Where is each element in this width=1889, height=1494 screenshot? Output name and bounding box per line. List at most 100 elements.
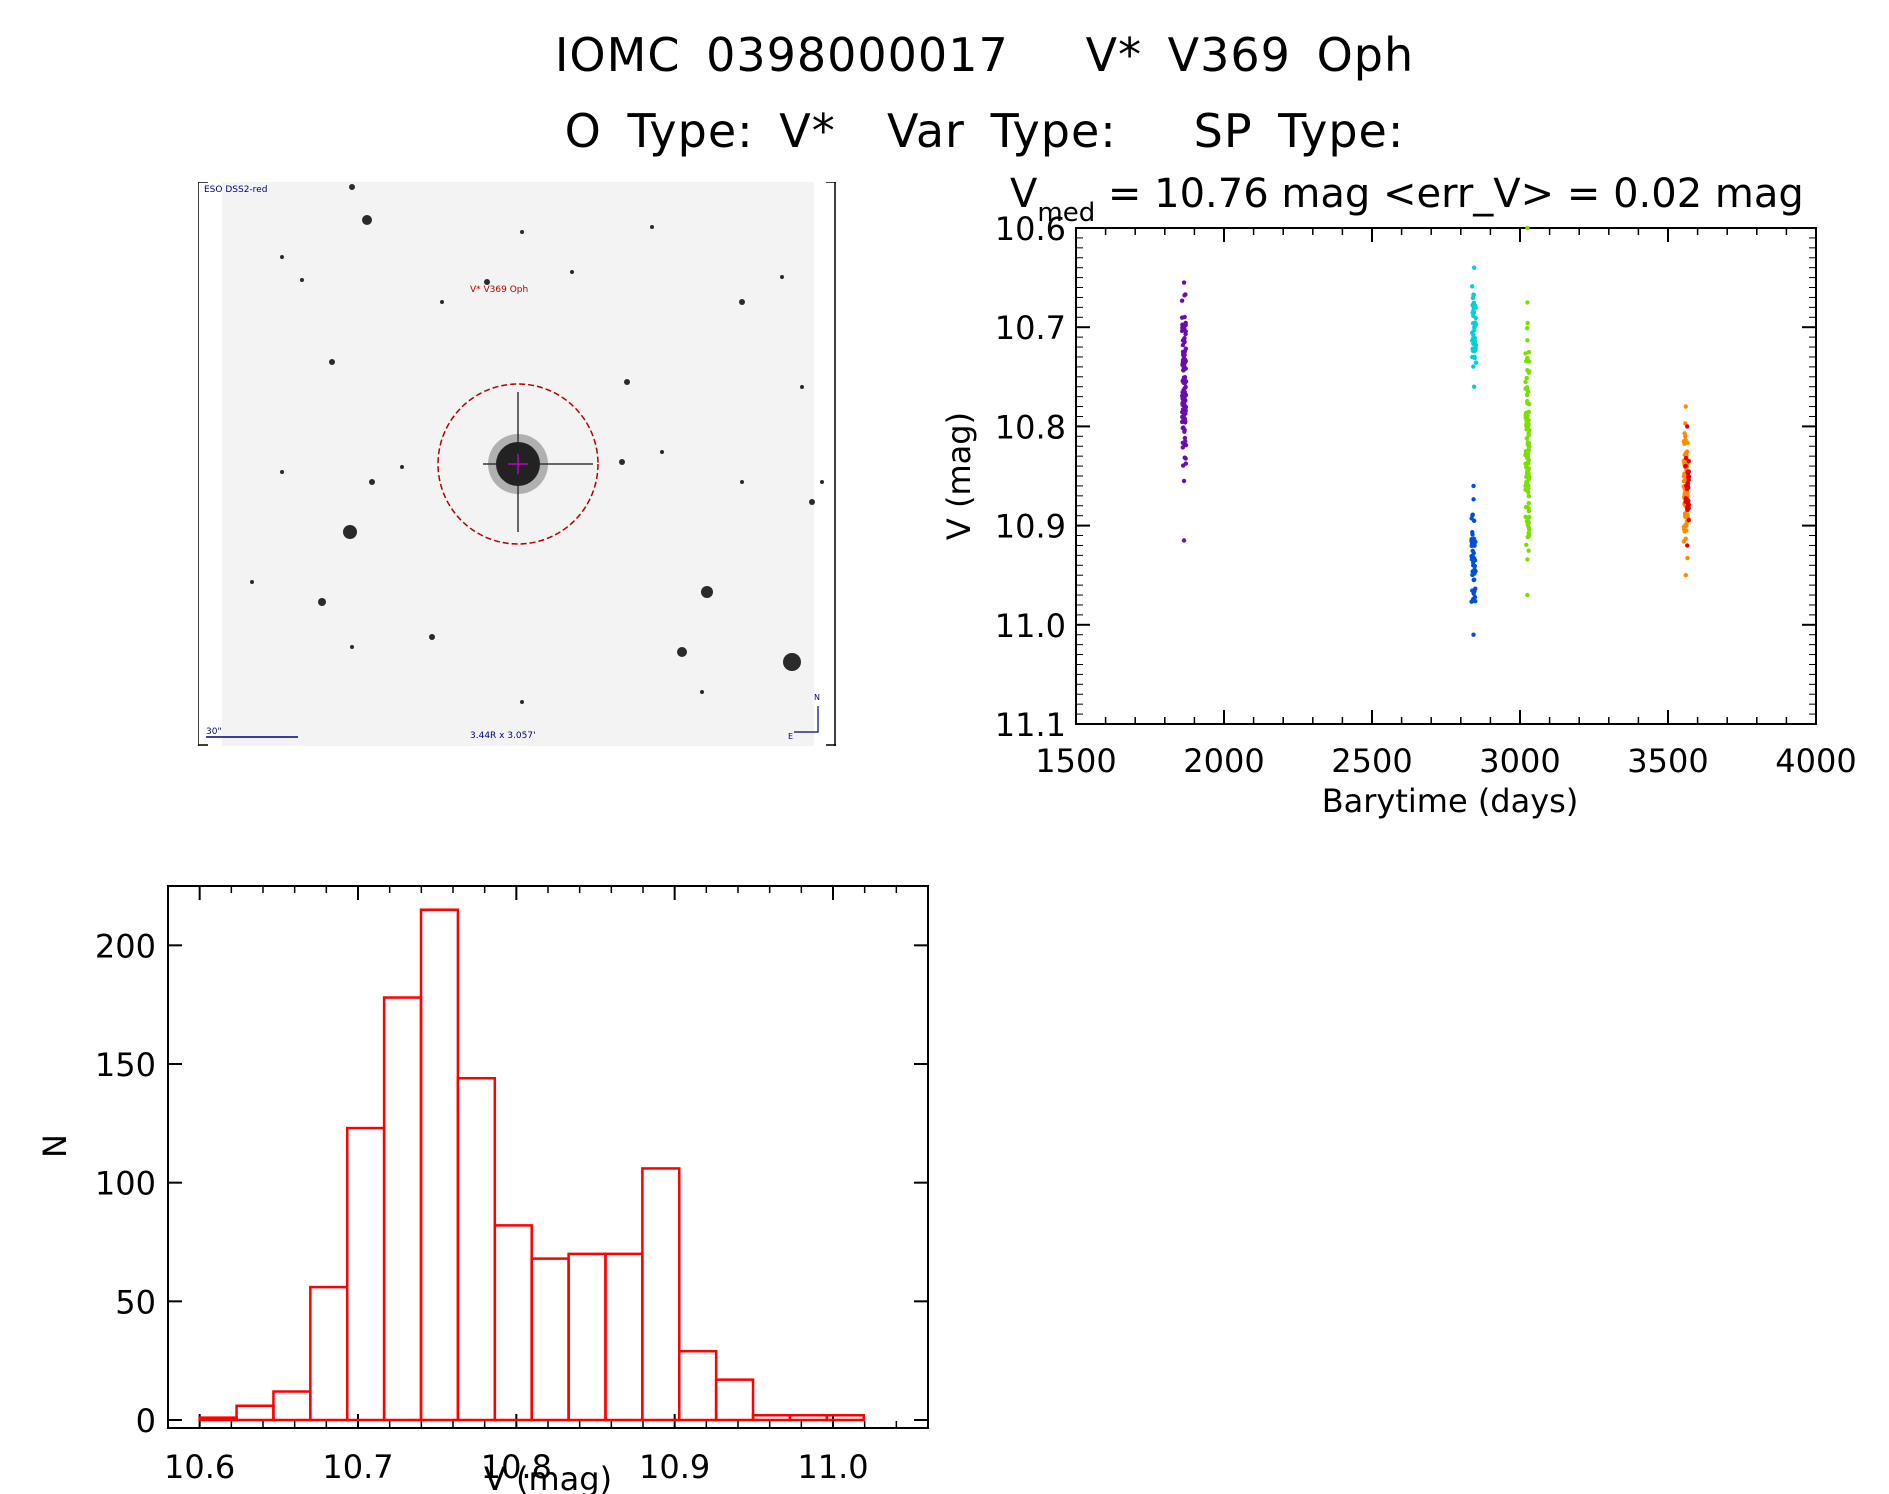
lightcurve-title: Vmed = 10.76 mag <err_V> = 0.02 mag <box>1010 171 1804 228</box>
histogram-ylabel: N <box>36 1134 74 1158</box>
lightcurve-point <box>1685 474 1691 480</box>
lightcurve-point <box>1525 452 1530 457</box>
lightcurve-point <box>1181 412 1187 418</box>
lightcurve-point <box>1526 490 1531 495</box>
object-type-line: O Type: V* Var Type: SP Type: <box>564 104 1405 158</box>
lightcurve-point <box>1681 478 1687 484</box>
lightcurve-point <box>1683 450 1689 456</box>
histogram-plot-frame <box>167 885 929 1429</box>
east-label: E <box>788 732 793 741</box>
histogram-bar <box>530 1257 570 1422</box>
compass-arrows <box>794 706 819 733</box>
lightcurve-point <box>1524 375 1529 381</box>
lightcurve-point <box>1181 402 1186 407</box>
field-star <box>780 275 784 279</box>
field-star <box>740 480 744 484</box>
histogram-bar <box>198 1416 238 1422</box>
lightcurve-point <box>1525 557 1530 562</box>
lightcurve-ytick-label: 10.8 <box>995 408 1066 446</box>
histogram-bar <box>382 996 423 1422</box>
field-star <box>739 299 745 305</box>
histogram-xtick-label: 10.7 <box>322 1448 393 1486</box>
histogram-bar <box>456 1076 497 1422</box>
target-label: V* V369 Oph <box>470 285 528 295</box>
lightcurve-point <box>1685 469 1690 475</box>
lightcurve-series-epoch5b <box>1683 424 1692 548</box>
lightcurve-point <box>1182 442 1187 447</box>
lightcurve-xlabel: Barytime (days) <box>1322 782 1579 820</box>
lightcurve-point <box>1526 447 1532 453</box>
histogram-bar <box>235 1404 275 1422</box>
lightcurve-point <box>1470 348 1476 353</box>
field-star <box>350 645 354 649</box>
field-star <box>318 598 326 606</box>
lightcurve-point <box>1182 455 1187 460</box>
histogram-ytick-label: 50 <box>115 1283 156 1321</box>
histogram-bar <box>309 1285 349 1422</box>
histogram-ytick-label: 0 <box>136 1402 156 1440</box>
lightcurve-point <box>1182 376 1187 381</box>
lightcurve-point <box>1682 513 1688 519</box>
lightcurve-series-epoch1 <box>1179 280 1189 543</box>
lightcurve-point <box>1180 425 1185 431</box>
lightcurve-point <box>1686 517 1692 523</box>
lightcurve-point <box>1523 351 1528 356</box>
lightcurve-point <box>1683 404 1688 409</box>
lightcurve-point <box>1683 463 1689 469</box>
lightcurve-point <box>1180 352 1186 357</box>
lightcurve-point <box>1470 284 1475 289</box>
lightcurve-point <box>1183 331 1188 337</box>
lightcurve-title-sub: med <box>1037 198 1095 228</box>
lightcurve-point <box>1525 522 1530 528</box>
lightcurve-point <box>1525 387 1530 393</box>
lightcurve-point <box>1473 539 1478 545</box>
lightcurve-point <box>1525 423 1530 429</box>
lightcurve-point <box>1183 322 1188 328</box>
lightcurve-point <box>1180 463 1186 468</box>
histogram-bar <box>788 1414 829 1422</box>
lightcurve-point <box>1181 391 1186 396</box>
histogram-ytick-label: 200 <box>95 927 156 965</box>
lightcurve-point <box>1525 338 1530 343</box>
lightcurve-point <box>1179 315 1185 320</box>
lightcurve-point <box>1472 339 1478 344</box>
north-label: N <box>814 693 820 702</box>
lightcurve-point <box>1523 379 1528 385</box>
field-star <box>520 230 524 234</box>
lightcurve-point <box>1524 542 1529 548</box>
histogram-xtick-label: 10.8 <box>481 1448 552 1486</box>
lightcurve-point <box>1526 493 1532 499</box>
field-star <box>650 225 654 229</box>
lightcurve-point <box>1179 419 1185 425</box>
lightcurve-xtick-label: 3000 <box>1479 742 1560 780</box>
lightcurve-point <box>1526 500 1531 506</box>
field-star <box>809 499 815 505</box>
lightcurve-point <box>1686 502 1692 508</box>
field-star <box>701 586 713 598</box>
field-star <box>429 634 435 640</box>
histogram-xlabel: V (mag) <box>484 1460 612 1494</box>
lightcurve-point <box>1183 366 1188 371</box>
histogram-bar <box>714 1378 755 1422</box>
lightcurve-point <box>1683 499 1688 504</box>
field-star <box>700 690 704 694</box>
lightcurve-point <box>1527 474 1532 480</box>
lightcurve-axes: 1500 2000 2500 3000 3500 4000 10.6 10.7 10.8 10.9… <box>995 210 1857 780</box>
lightcurve-title-v: V <box>1010 171 1038 217</box>
lightcurve-point <box>1473 342 1479 348</box>
lightcurve-point <box>1526 349 1532 355</box>
lightcurve-point <box>1182 349 1188 354</box>
field-star <box>280 470 284 474</box>
lightcurve-point <box>1525 368 1530 373</box>
lightcurve-point <box>1471 300 1477 306</box>
lightcurve-point <box>1471 563 1476 568</box>
histogram-axes: 10.6 10.7 10.8 10.9 11.0 0 50 100 150 200 <box>95 886 929 1486</box>
lightcurve-points <box>1179 225 1692 637</box>
lightcurve-point <box>1180 396 1186 402</box>
fov-label: 3.44R x 3.057' <box>470 731 536 741</box>
lightcurve-point <box>1683 455 1689 461</box>
field-star <box>280 255 284 259</box>
lightcurve-point <box>1526 508 1532 514</box>
lightcurve-point <box>1682 490 1688 496</box>
lightcurve-point <box>1471 550 1476 556</box>
